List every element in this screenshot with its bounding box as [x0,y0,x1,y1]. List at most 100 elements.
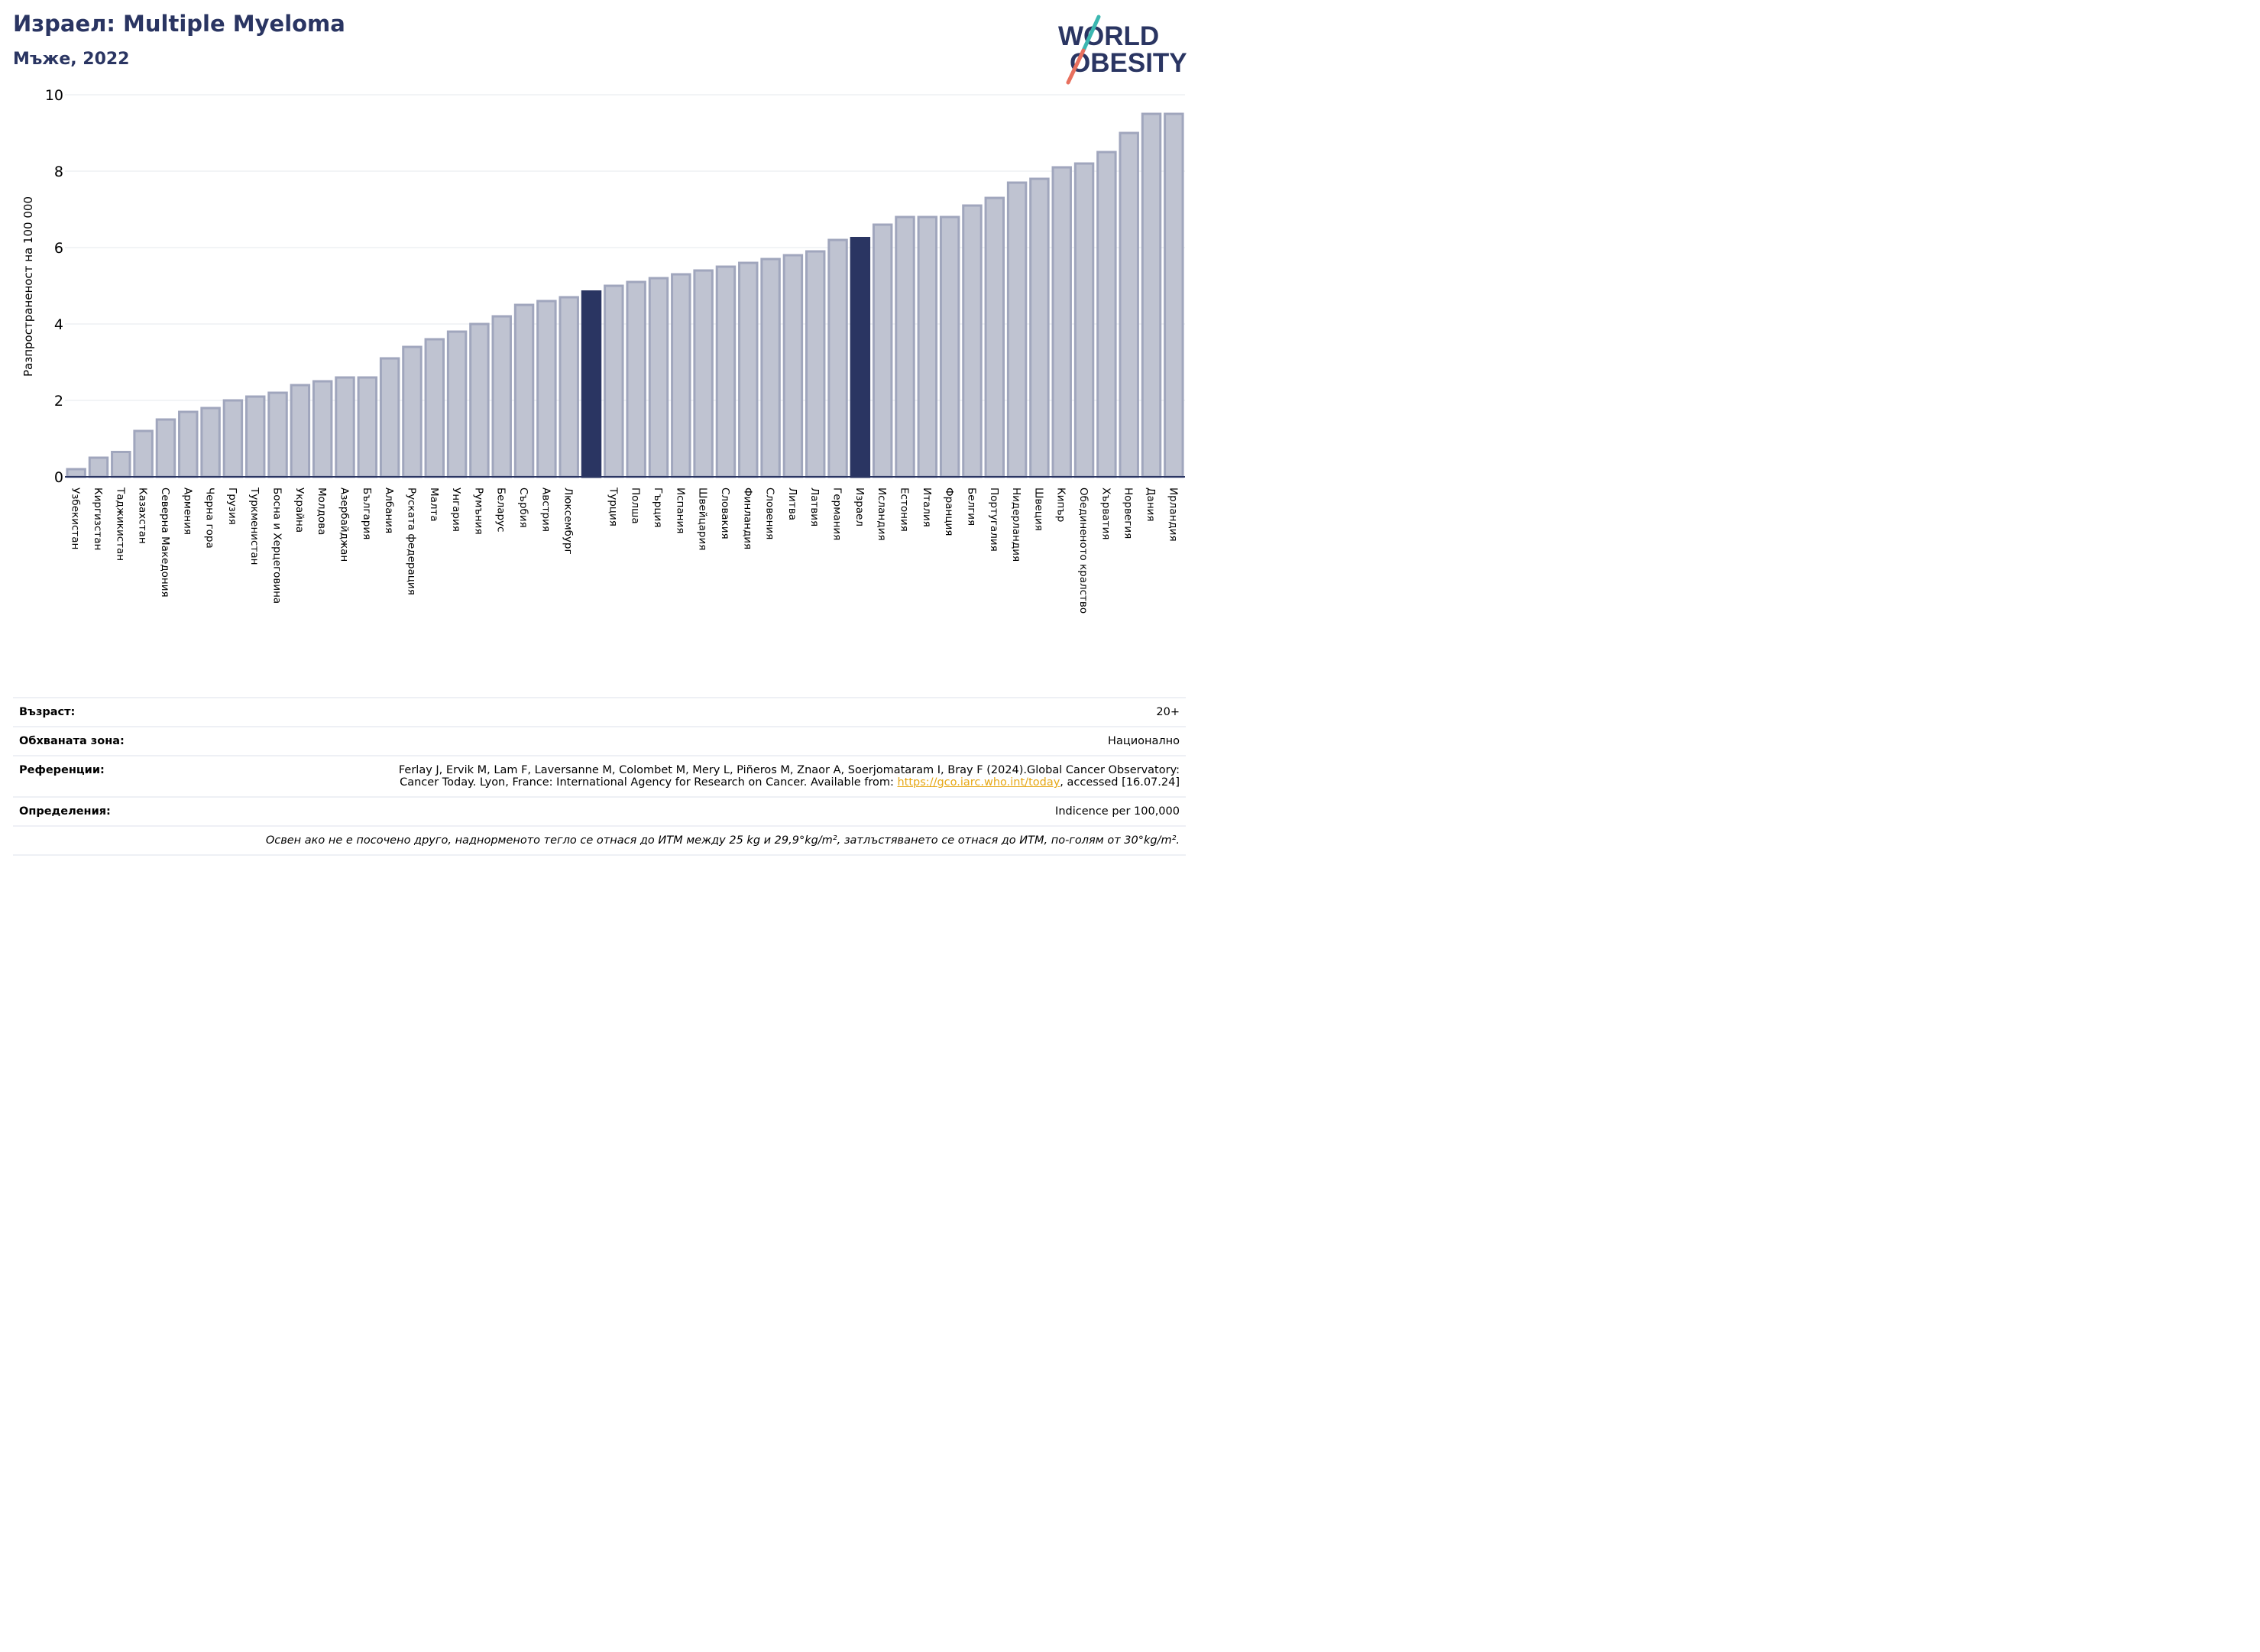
bar [469,322,490,478]
bar [693,269,714,478]
chart-title: Израел: Multiple Myeloma [13,11,345,37]
bar [648,277,669,478]
x-tick-label: Турция [607,487,619,526]
bar [1029,177,1050,478]
bar [244,395,266,478]
age-label: Възраст: [19,706,76,718]
bar [1006,181,1028,478]
bar [402,345,423,478]
y-tick-label: 10 [45,87,63,104]
bar [1051,166,1072,478]
references-link[interactable]: https://gco.iarc.who.int/today [897,776,1060,789]
x-tick-label: Албания [383,488,395,533]
references-label: Референции: [19,764,105,776]
bar [536,300,557,478]
age-value: 20+ [1156,706,1180,718]
x-tick-label: Кипър [1055,488,1067,522]
y-axis-label: Разпространеност на 100 000 [21,196,35,377]
x-tick-label: Естония [898,488,911,532]
info-row-definitions: Определения: Indicence per 100,000 [13,796,1186,825]
definitions-value: Indicence per 100,000 [1055,805,1180,818]
y-tick-label: 4 [54,316,63,333]
x-tick-label: Норвегия [1122,488,1135,539]
x-tick-label: Белгия [965,488,977,526]
bar [1096,151,1117,478]
x-tick-label: Швейцария [697,488,709,550]
x-tick-label: Ирландия [1167,488,1179,542]
x-tick-label: Португалия [988,488,1000,552]
bar [66,468,86,478]
bar [917,215,938,478]
x-tick-label: Молдова [316,488,328,535]
bar [738,261,759,478]
bar [335,376,355,478]
bar [939,215,960,478]
info-row-footnote: Освен ако не е посочено друго, наднормен… [13,825,1186,856]
bar [581,290,602,478]
bar [491,315,512,478]
x-tick-label: Руската федерация [405,488,417,595]
bar [827,238,848,478]
x-tick-label: Унгария [450,488,462,532]
bar [805,250,826,478]
x-tick-label: Латвия [808,488,821,526]
bar [357,376,378,478]
x-tick-label: Киргизстан [92,488,104,550]
bar [850,237,871,478]
logo-line1: WORLD [1058,21,1159,51]
y-tick-label: 0 [54,469,63,486]
bar [671,273,691,478]
bar [200,407,221,478]
x-tick-label: Дания [1145,488,1157,522]
bar [222,399,244,478]
bar [559,296,579,478]
x-tick-label: Литва [786,488,798,520]
bar [604,284,624,478]
x-tick-label: Азербайджан [338,488,351,562]
references-line2: Cancer Today. Lyon, France: Internationa… [400,776,898,789]
x-tick-label: Туркменистан [248,487,261,565]
bar [155,418,176,478]
bars [66,112,1184,478]
bar [312,380,333,478]
x-tick-label: Северна Македония [159,488,171,598]
bar [626,280,646,478]
x-axis-labels: Узбекистан Киргизстан Таджикистан Казахстан… [70,487,1180,614]
y-tick-label: 8 [54,164,63,180]
bar [895,215,915,478]
x-tick-label: Обединеното кралство [1077,488,1090,614]
bar [1141,112,1162,478]
bar [760,258,781,478]
bar [111,451,131,478]
x-tick-label: Черна гора [204,488,216,549]
x-tick-label: Германия [831,488,843,540]
x-tick-label: Армения [181,488,193,535]
references-line1: Ferlay J, Ervik M, Lam F, Laversanne M, … [398,764,1180,776]
logo-line2: OBESITY [1070,48,1187,78]
bar [1164,112,1184,478]
y-tick-label: 2 [54,393,63,410]
bar [1119,131,1139,478]
x-tick-label: Грузия [226,488,238,525]
area-value: Национално [1108,735,1180,747]
x-tick-label: Словакия [719,488,731,539]
x-tick-label: Италия [921,488,933,527]
info-row-age: Възраст: 20+ [13,697,1186,726]
x-tick-label: Узбекистан [70,488,82,549]
x-tick-label: Босна и Херцеговина [271,488,283,604]
footnote: Освен ако не е посочено друго, наднормен… [265,834,1180,847]
bar [1073,162,1095,478]
references-value: Ferlay J, Ervik M, Lam F, Laversanne M, … [399,764,1180,789]
x-tick-label: Люксембург [562,488,575,555]
chart-subtitle: Мъже, 2022 [13,50,130,69]
x-tick-label: България [361,488,373,539]
x-tick-label: Таджикистан [114,487,126,561]
x-tick-label: Хърватия [1099,488,1112,539]
x-tick-label: Франция [943,488,955,536]
x-tick-label: Румъния [472,488,484,535]
x-tick-label: Украйна [293,488,306,533]
area-label: Обхваната зона: [19,735,125,747]
x-tick-label: Казахстан [137,488,149,544]
y-tick-label: 6 [54,240,63,257]
x-tick-label: Нидерландия [1010,488,1022,562]
